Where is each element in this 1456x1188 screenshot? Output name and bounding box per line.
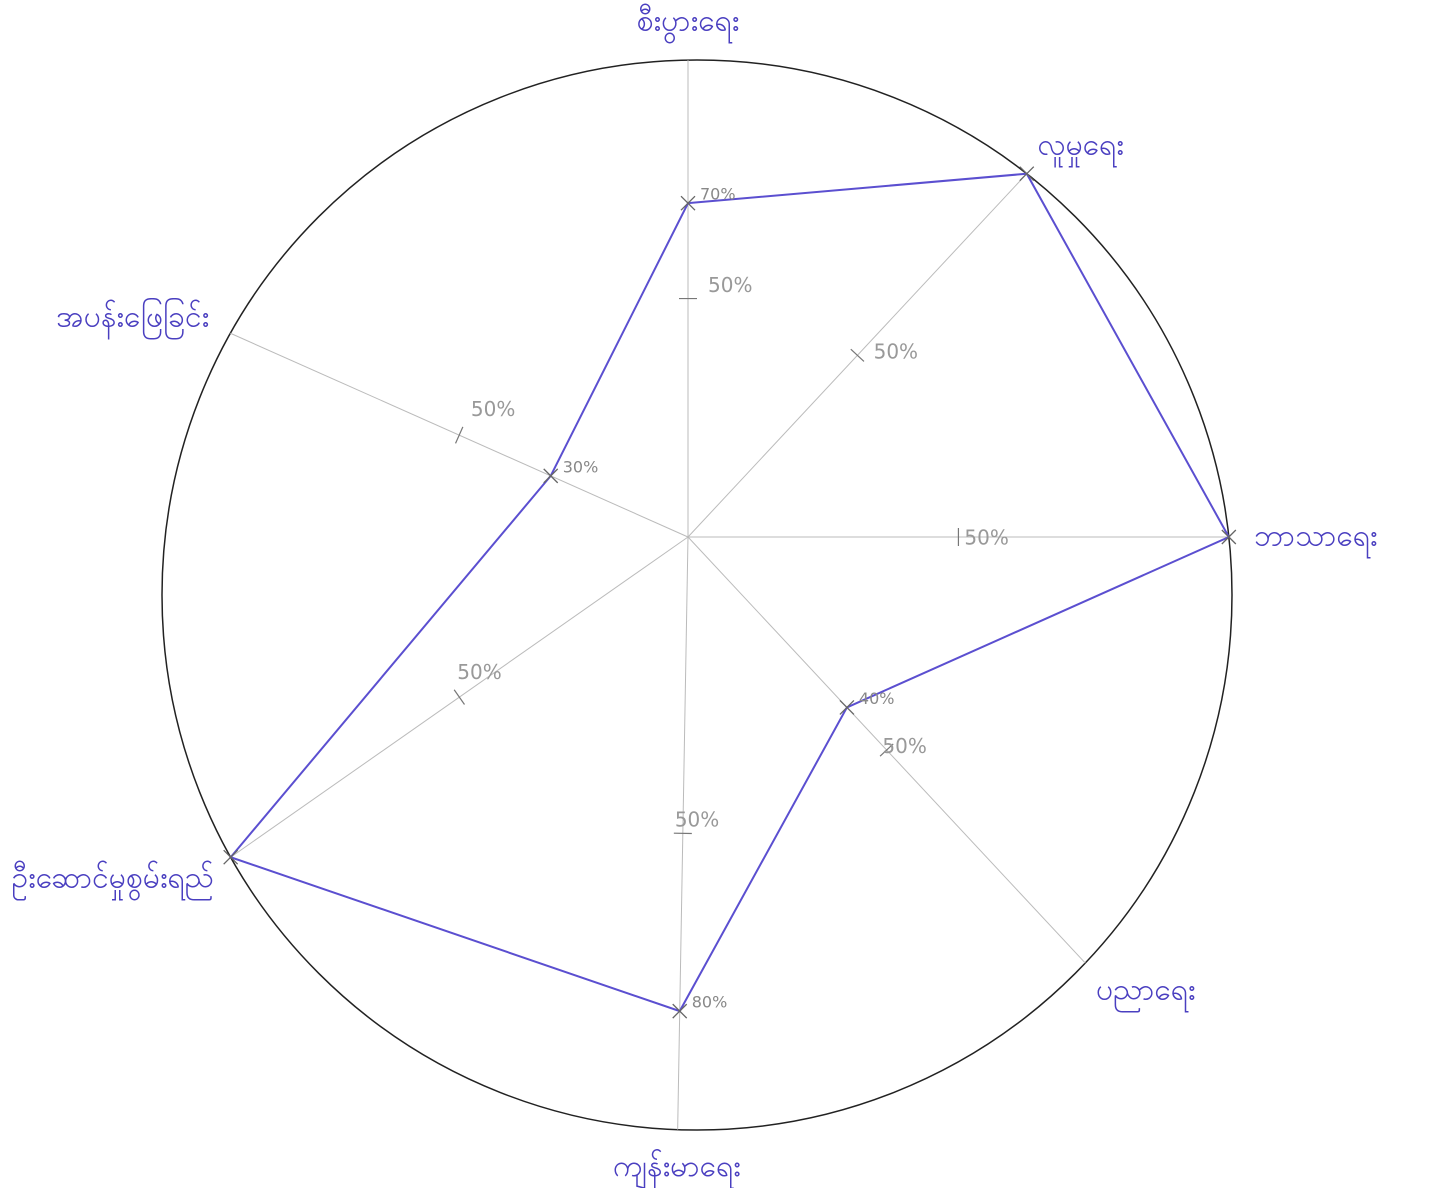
outer-circle xyxy=(162,60,1232,1130)
data-point xyxy=(224,850,238,864)
category-label: လူမှုရေး xyxy=(1037,127,1123,168)
data-point xyxy=(544,469,558,483)
chart: 50% စီးပွားရေး 50% လူမှုရေး 50% ဘာသာရေး 50% ပညာ… xyxy=(0,0,1456,1188)
category-label: အပန်းဖြေခြင်း xyxy=(56,297,209,340)
value-label: 70% xyxy=(700,185,736,204)
tick-label: 50% xyxy=(708,273,752,297)
tick-label: 50% xyxy=(457,660,501,684)
tick-label: 50% xyxy=(471,397,515,421)
tick-label: 50% xyxy=(882,734,926,758)
tick-label: 50% xyxy=(964,526,1008,550)
category-label: ဦးဆောင်မှုစွမ်းရည် xyxy=(11,861,213,902)
category-label: စီးပွားရေး xyxy=(637,4,740,45)
data-point xyxy=(840,700,854,714)
radar-line xyxy=(231,174,1229,1011)
tick-mark xyxy=(456,427,463,443)
tick-label: 50% xyxy=(874,339,918,363)
value-label: 30% xyxy=(563,457,599,476)
category-label: ကျန်းမာရေး xyxy=(613,1149,741,1188)
value-label: 80% xyxy=(692,993,728,1012)
category-label: ပညာရေး xyxy=(1096,972,1196,1013)
value-label: 40% xyxy=(859,689,895,708)
category-label: ဘာသာရေး xyxy=(1254,519,1378,560)
tick-label: 50% xyxy=(675,808,719,832)
tick-mark xyxy=(454,690,464,705)
